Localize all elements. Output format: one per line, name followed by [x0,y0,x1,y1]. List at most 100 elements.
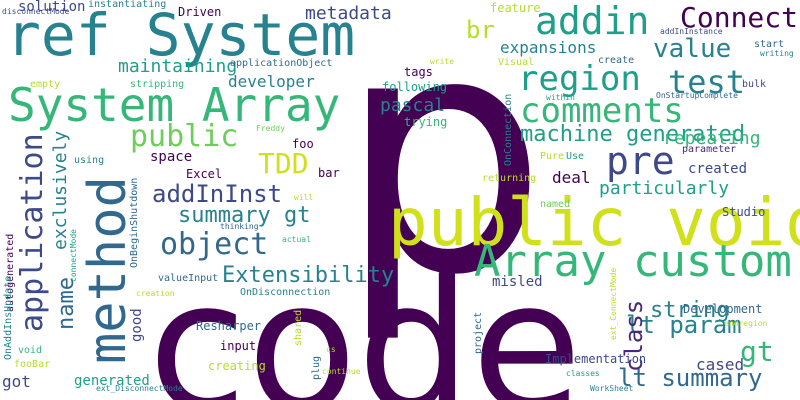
word-cloud-word: value [653,34,732,64]
word-cloud-word: Excel [186,167,223,181]
word-cloud-word: metadata [305,3,392,24]
word-cloud-word: disconnectMode [2,7,70,16]
word-cloud-word: Freddy [256,124,285,133]
word-cloud-word: code [148,243,583,400]
word-cloud-word: maintaining [118,56,238,77]
word-cloud-word: project [473,311,484,354]
word-cloud-word: generated [74,373,150,389]
word-cloud-word: deal [552,168,591,187]
word-cloud-word: addInInst [152,180,283,208]
word-cloud-word: addInInstance [660,27,723,36]
word-cloud-word: create [598,55,635,66]
word-cloud-word: string [650,298,730,323]
word-cloud-word: parameter [682,144,737,155]
word-cloud-word: foo [292,137,314,151]
word-cloud-word: developer [228,72,315,91]
word-cloud-word: within [546,93,575,102]
word-cloud-word: Extensibility [222,263,395,288]
word-cloud-word: empty [30,79,61,90]
word-cloud-word: lt param [626,311,742,339]
word-cloud-word: misled [492,274,543,290]
word-cloud-word: gt [740,335,774,368]
word-cloud-word: writing [760,49,794,58]
word-cloud-word: Development [683,302,763,316]
word-cloud-word: solution [18,0,86,15]
word-cloud-word: Use [566,151,585,162]
word-cloud-word: public void [388,184,800,261]
word-cloud-word: bulk [742,79,767,90]
word-cloud-word: OnBeginShutdown [129,177,140,268]
word-cloud-word: particularly [599,178,730,199]
word-cloud-word: method [78,176,138,364]
word-cloud-word: ref System [6,1,356,69]
word-cloud-word: lt summary [618,364,763,392]
word-cloud-word: instantiating [88,0,167,10]
word-cloud-word: machine generated [520,122,746,147]
word-cloud-word: br [466,16,495,44]
word-cloud-word: actual [282,235,311,244]
word-cloud-word: created [688,161,748,177]
word-cloud-word: Connect [680,1,799,34]
word-cloud-word: comments [520,91,684,131]
word-cloud-word: p [338,0,548,347]
word-cloud-word: using [74,155,105,166]
word-cloud-word: public [130,119,239,154]
word-cloud-word: will [294,193,314,202]
word-cloud-word: void [18,345,43,356]
word-cloud-word: write [430,57,455,66]
word-cloud-word: WorkSheet [590,384,634,393]
word-cloud-word: name [54,277,79,330]
word-cloud-word: shared [293,309,304,346]
word-cloud-word: summary gt [178,203,311,228]
word-cloud-word: cs [326,345,336,354]
word-cloud-word: Studio [722,205,766,219]
word-cloud-word: classes [566,369,600,378]
word-cloud-word: OnAddInsUpdate [3,275,14,360]
word-cloud-word: ext_ConnectMode [609,267,618,340]
word-cloud-word: ext_DisconnectMode [96,384,183,393]
word-cloud-word: trying [404,115,448,129]
word-cloud-word: good [129,308,145,342]
word-cloud-word: expansions [500,38,597,57]
word-cloud-word: Implementation [545,352,647,366]
word-cloud-word: got [2,372,31,391]
word-cloud-word: Resharper [196,319,262,333]
word-cloud-word: continue [322,367,361,376]
word-cloud-word: thinking [220,222,259,231]
word-cloud-word: application [15,133,50,332]
word-cloud-word: fooBar [14,359,51,370]
word-cloud-word: tags [404,65,433,79]
word-cloud-word: System Array [8,78,341,132]
word-cloud-word: OnStartupComplete [656,91,738,100]
word-cloud-word: Array custom [474,236,792,287]
word-cloud-word: test [668,63,746,101]
word-cloud-word: cased [696,355,745,374]
word-cloud-word: feature [490,1,541,15]
word-cloud-word: named [540,199,571,210]
word-cloud-word: endregion [724,319,768,328]
word-cloud-word: pre [606,139,675,183]
word-cloud-word: creating [208,359,266,373]
word-cloud-word: Pure [540,151,565,162]
word-cloud-word: input [220,339,257,353]
word-cloud-word: region [518,59,641,99]
word-cloud-word: plug [311,355,322,380]
word-cloud-word: object [160,227,269,262]
word-cloud-word: valueInput [158,273,219,284]
word-cloud-word: creation [136,289,175,298]
word-cloud-word: connectMode [69,229,78,282]
word-cloud-word: following [382,80,448,94]
word-cloud-word: exclusively [50,130,71,250]
word-cloud-word: addin [535,0,650,43]
word-cloud-word: pascal [380,95,446,116]
word-cloud-word: OnConnection [503,93,514,166]
word-cloud-word: TDD [258,147,309,180]
word-cloud-word: stripping [130,79,185,90]
word-cloud-word: applicationObject [230,58,333,69]
word-cloud-word: Driven [178,5,222,19]
word-cloud-word: Visual [498,57,535,68]
word-cloud-word: repeating [663,128,761,149]
word-cloud-word: start [754,39,785,50]
word-cloud-word: OnDisconnection [240,287,331,298]
